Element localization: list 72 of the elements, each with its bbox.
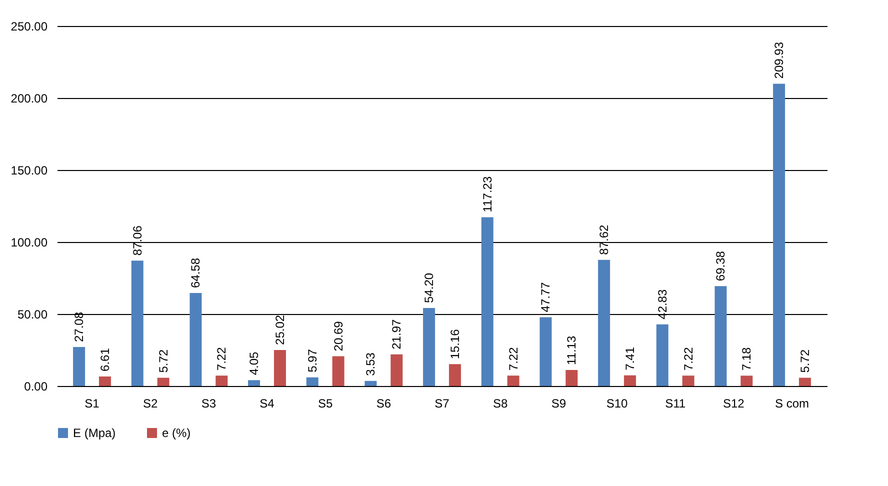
bar bbox=[740, 376, 753, 386]
bar bbox=[714, 286, 727, 386]
bar bbox=[157, 378, 170, 386]
bar bbox=[423, 308, 436, 386]
data-label: 54.20 bbox=[422, 272, 436, 303]
bar bbox=[390, 354, 403, 386]
data-label: 47.77 bbox=[538, 282, 553, 312]
data-label: 5.72 bbox=[798, 349, 812, 373]
data-label: 5.72 bbox=[156, 349, 170, 373]
data-label: 209.93 bbox=[772, 42, 786, 79]
legend-label: E (Mpa) bbox=[73, 426, 116, 440]
data-label: 3.53 bbox=[364, 352, 378, 376]
data-label: 117.23 bbox=[480, 176, 494, 212]
y-tick-label: 100.00 bbox=[10, 236, 48, 250]
bar bbox=[73, 347, 86, 386]
data-label: 7.18 bbox=[740, 346, 754, 371]
bar bbox=[98, 376, 111, 386]
x-tick-label: S8 bbox=[492, 396, 508, 410]
bar bbox=[598, 260, 610, 386]
bar bbox=[248, 380, 260, 386]
data-label: 7.22 bbox=[214, 346, 229, 371]
x-tick-label: S2 bbox=[142, 396, 158, 410]
bar bbox=[364, 380, 377, 386]
bar bbox=[190, 293, 202, 386]
data-label: 20.69 bbox=[331, 320, 346, 352]
data-label: 27.08 bbox=[72, 312, 86, 342]
x-tick-label: S4 bbox=[260, 396, 275, 410]
y-tick-label: 150.00 bbox=[10, 164, 48, 178]
y-tick-label: 0.00 bbox=[24, 380, 48, 394]
x-tick-label: S5 bbox=[318, 396, 333, 410]
data-label: 69.38 bbox=[714, 250, 728, 282]
bar bbox=[540, 317, 552, 386]
data-label: 7.41 bbox=[622, 346, 637, 370]
data-label: 64.58 bbox=[188, 258, 203, 288]
bar bbox=[481, 217, 494, 386]
y-tick-label: 50.00 bbox=[17, 308, 48, 322]
y-tick-label: 200.00 bbox=[10, 92, 48, 106]
x-tick-label: S com bbox=[774, 396, 810, 410]
bar bbox=[656, 324, 668, 386]
data-label: 4.05 bbox=[247, 351, 262, 376]
bar bbox=[624, 375, 636, 386]
data-label: 11.13 bbox=[564, 336, 579, 365]
x-tick-label: S7 bbox=[434, 396, 450, 410]
bar bbox=[798, 378, 811, 386]
data-label: 15.16 bbox=[448, 328, 462, 360]
bar bbox=[131, 260, 144, 386]
x-tick-label: S10 bbox=[606, 396, 628, 410]
bar bbox=[216, 376, 228, 386]
data-label: 7.22 bbox=[506, 346, 520, 371]
bar bbox=[332, 356, 344, 386]
bar bbox=[566, 370, 578, 386]
bar bbox=[306, 377, 318, 386]
x-tick-label: S12 bbox=[722, 396, 745, 410]
bar bbox=[448, 364, 461, 386]
data-label: 7.22 bbox=[681, 346, 696, 371]
data-label: 87.06 bbox=[130, 225, 144, 256]
data-label: 25.02 bbox=[272, 314, 287, 345]
x-tick-label: S11 bbox=[665, 396, 686, 410]
data-label: 6.61 bbox=[98, 348, 112, 372]
x-tick-label: S9 bbox=[551, 396, 566, 410]
data-label: 87.62 bbox=[597, 224, 612, 255]
x-tick-label: S1 bbox=[84, 396, 100, 410]
bar bbox=[773, 84, 786, 386]
x-tick-label: S3 bbox=[201, 396, 216, 410]
x-tick-label: S6 bbox=[376, 396, 392, 410]
legend-label: e (%) bbox=[162, 426, 191, 440]
bar bbox=[682, 376, 694, 386]
bar bbox=[507, 376, 520, 386]
data-label: 5.97 bbox=[305, 348, 320, 372]
data-label: 21.97 bbox=[390, 319, 404, 350]
y-tick-label: 250.00 bbox=[10, 20, 48, 34]
bar bbox=[274, 350, 286, 386]
